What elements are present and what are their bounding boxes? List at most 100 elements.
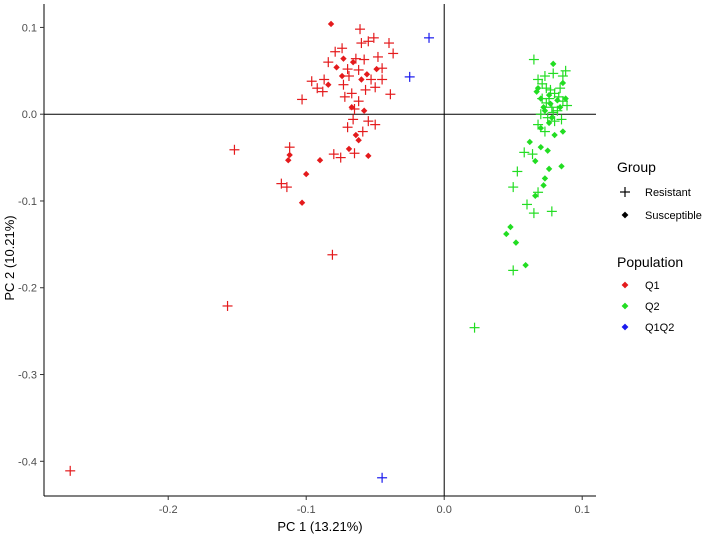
data-point-diamond: [522, 261, 529, 269]
legend-resistant-plus-icon: [620, 187, 630, 197]
data-point-plus: [363, 116, 374, 127]
legend-population-diamond-icon: [621, 281, 629, 289]
data-point-diamond: [373, 65, 380, 73]
x-axis-title: PC 1 (13.21%): [277, 519, 362, 534]
data-point-diamond: [507, 223, 514, 231]
data-point-plus: [346, 88, 357, 99]
x-tick-label: 0.1: [575, 504, 590, 516]
data-point-plus: [528, 208, 539, 219]
data-point-plus: [372, 51, 383, 62]
data-point-plus: [342, 122, 353, 133]
data-point-diamond: [548, 114, 556, 121]
data-point-plus: [317, 86, 328, 97]
x-tick-label: -0.2: [159, 504, 178, 516]
data-point-plus: [541, 83, 552, 94]
data-point-plus: [319, 74, 330, 85]
y-tick-label: -0.4: [18, 456, 37, 468]
data-point-plus: [222, 300, 233, 311]
data-point-plus: [508, 182, 519, 193]
data-point-diamond: [338, 72, 346, 80]
data-point-plus: [349, 148, 360, 159]
data-point-diamond: [541, 107, 549, 114]
data-point-diamond: [363, 71, 371, 78]
data-point-diamond: [562, 95, 569, 102]
data-point-plus: [327, 249, 338, 260]
data-point-diamond: [325, 81, 332, 88]
data-point-diamond: [545, 91, 553, 99]
data-point-plus: [548, 68, 559, 79]
data-point-diamond: [348, 104, 355, 111]
y-tick-label: -0.2: [18, 283, 37, 295]
legend-population-label: Q1Q2: [645, 322, 674, 334]
data-point-diamond: [327, 20, 335, 28]
data-point-plus: [370, 119, 381, 130]
data-point-plus: [539, 71, 550, 82]
data-point-plus: [366, 74, 377, 85]
data-point-plus: [281, 182, 292, 193]
data-point-diamond: [352, 131, 360, 139]
data-point-plus: [343, 71, 354, 82]
data-point-plus: [537, 78, 548, 89]
data-point-plus: [385, 89, 396, 100]
y-tick-label: -0.3: [18, 370, 37, 382]
series-q2-susceptible: [503, 60, 569, 269]
data-point-plus: [368, 32, 379, 43]
data-point-diamond: [285, 156, 292, 164]
x-axis-ticks: -0.2 -0.1 0.0 0.1: [159, 496, 590, 516]
data-point-plus: [328, 149, 339, 160]
legend-group-items: Resistant Susceptible: [620, 187, 702, 222]
data-point-plus: [404, 71, 415, 82]
x-tick-label: -0.1: [297, 504, 316, 516]
data-point-diamond: [316, 156, 324, 164]
y-tick-label: -0.1: [18, 196, 37, 208]
data-point-diamond: [541, 175, 549, 182]
data-point-diamond: [298, 199, 306, 206]
data-point-plus: [527, 149, 538, 160]
legend-population-label: Q2: [645, 301, 660, 313]
data-point-plus: [424, 32, 435, 43]
data-point-plus: [353, 64, 364, 75]
legend-group-label: Susceptible: [645, 210, 702, 222]
data-point-diamond: [533, 88, 540, 95]
data-point-diamond: [551, 131, 558, 139]
data-point-diamond: [537, 143, 544, 151]
data-point-plus: [342, 64, 353, 75]
data-point-diamond: [559, 128, 567, 135]
data-point-diamond: [534, 84, 542, 92]
data-point-plus: [557, 71, 568, 82]
data-point-diamond: [537, 124, 544, 132]
data-point-plus: [229, 144, 240, 155]
data-point-diamond: [544, 147, 551, 154]
data-point-plus: [339, 91, 350, 102]
data-point-diamond: [540, 182, 547, 189]
reference-lines: [44, 4, 596, 496]
data-point-plus: [528, 54, 539, 65]
data-point-plus: [335, 152, 346, 163]
data-point-diamond: [355, 137, 362, 144]
legend-susceptible-diamond-icon: [621, 211, 629, 219]
data-point-diamond: [365, 152, 372, 160]
y-axis-title: PC 2 (10.21%): [2, 215, 17, 300]
y-tick-label: 0.0: [22, 109, 37, 121]
data-point-plus: [546, 206, 557, 217]
series-q1-resistant: [65, 24, 399, 476]
data-point-diamond: [286, 151, 293, 159]
series-q1-susceptible: [285, 20, 380, 206]
data-point-diamond: [554, 97, 561, 104]
data-point-diamond: [532, 192, 539, 199]
data-point-diamond: [358, 76, 365, 83]
data-point-plus: [312, 83, 323, 94]
data-point-plus: [377, 74, 388, 85]
data-point-plus: [508, 265, 519, 276]
data-point-plus: [65, 465, 76, 476]
data-point-diamond: [532, 157, 539, 165]
data-point-plus: [276, 178, 287, 189]
data-point-plus: [512, 166, 523, 177]
data-point-plus: [353, 96, 364, 107]
legend-population-diamond-icon: [621, 302, 629, 310]
data-point-plus: [562, 100, 573, 111]
legend-population-title: Population: [617, 254, 683, 270]
data-point-plus: [330, 46, 341, 57]
